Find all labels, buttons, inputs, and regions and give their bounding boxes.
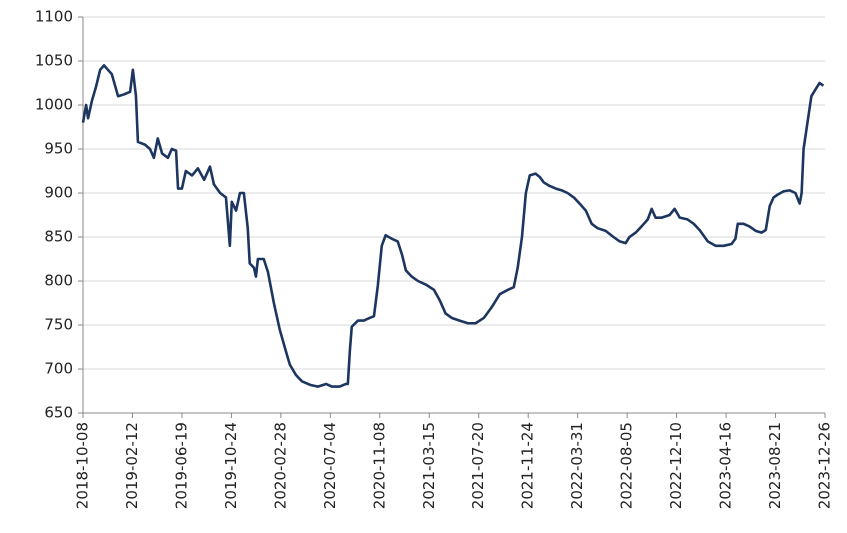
y-tick-label: 750: [44, 316, 73, 334]
x-tick-label: 2020-07-04: [321, 422, 339, 509]
x-tick-label: 2023-04-16: [717, 422, 735, 509]
x-tick-label: 2021-11-24: [519, 422, 537, 509]
x-tick-label: 2022-03-31: [568, 422, 586, 509]
line-series: [81, 64, 825, 388]
x-tick-label: 2022-12-10: [667, 422, 685, 509]
x-tick-label: 2019-10-24: [222, 422, 240, 509]
y-tick-label: 1000: [35, 96, 73, 114]
x-tick-label: 2021-03-15: [420, 422, 438, 509]
x-tick-label: 2023-12-26: [816, 422, 834, 509]
y-tick-label: 900: [44, 184, 73, 202]
x-tick-label: 2019-06-19: [172, 422, 190, 509]
y-tick-label: 700: [44, 360, 73, 378]
x-tick-label: 2020-11-08: [370, 422, 388, 509]
x-tick-label: 2023-08-21: [766, 422, 784, 509]
x-tick-label: 2021-07-20: [469, 422, 487, 509]
x-tick-label: 2018-10-08: [74, 422, 92, 509]
y-tick-label: 850: [44, 228, 73, 246]
y-tick-label: 1050: [35, 52, 73, 70]
y-tick-label: 650: [44, 404, 73, 422]
x-tick-label: 2022-08-05: [618, 422, 636, 509]
y-tick-label: 950: [44, 140, 73, 158]
x-tick-label: 2019-02-12: [123, 422, 141, 509]
x-tick-label: 2020-02-28: [271, 422, 289, 509]
y-tick-label: 1100: [35, 8, 73, 26]
y-tick-label: 800: [44, 272, 73, 290]
